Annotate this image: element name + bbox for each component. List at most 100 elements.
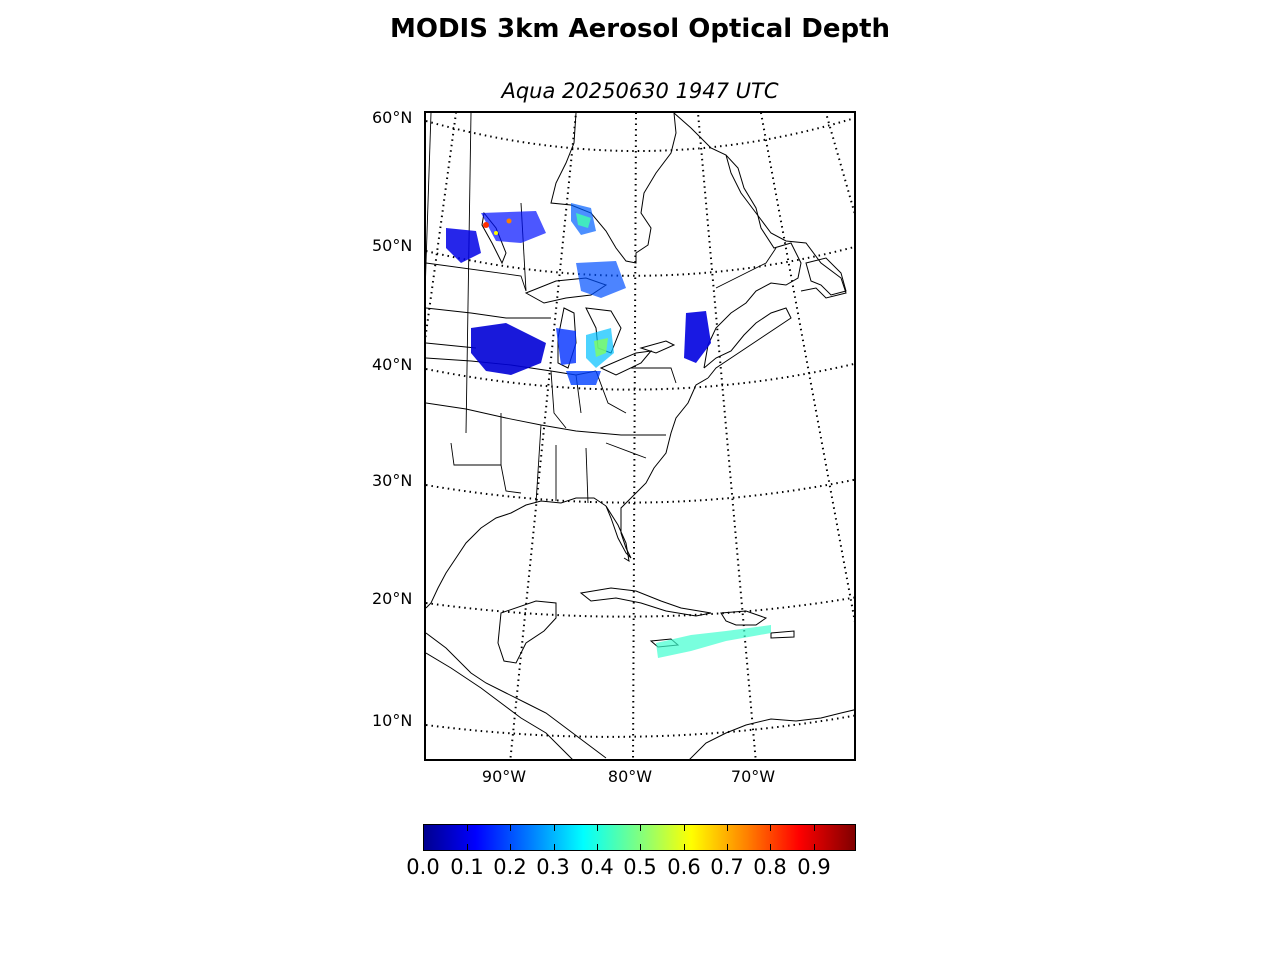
meridian-100w (426, 113, 457, 341)
parallel-10n (426, 714, 854, 738)
colorbar-label-0-4: 0.4 (580, 855, 614, 879)
colorbar-tick (684, 825, 685, 831)
colorbar-label-0-6: 0.6 (667, 855, 701, 879)
colorbar-label-0-0: 0.0 (406, 855, 440, 879)
border-5 (426, 402, 666, 436)
colorbar-tick (814, 844, 815, 850)
lat-label-20n: 20°N (372, 589, 413, 608)
lon-label-80w: 80°W (607, 767, 653, 786)
colorbar-label-0-8: 0.8 (753, 855, 787, 879)
lat-label-30n: 30°N (372, 471, 413, 490)
lat-label-50n: 50°N (372, 236, 413, 255)
aod-cluster-hudson-green (576, 213, 591, 228)
colorbar-tick (770, 825, 771, 831)
lake-ontario (639, 340, 676, 354)
aod-cluster-west-ontario (446, 228, 481, 263)
aod-cluster-lower-michigan-green (594, 338, 608, 357)
parallel-60n (426, 117, 854, 152)
puerto-rico (770, 630, 795, 639)
colorbar-label-0-7: 0.7 (710, 855, 744, 879)
central-america (426, 632, 607, 759)
border-1 (426, 113, 432, 277)
meridian-80w (632, 113, 637, 759)
quebec-coast (673, 113, 802, 369)
aod-high-pixel-1 (483, 222, 489, 228)
border-3 (426, 307, 551, 319)
colorbar-tick (467, 844, 468, 850)
graticule (426, 113, 854, 759)
parallel-20n (426, 596, 854, 618)
colorbar-tick (727, 844, 728, 850)
colorbar (423, 824, 856, 851)
border-6 (450, 442, 522, 494)
maritimes-coast (703, 307, 792, 379)
aod-high-pixel-3 (494, 231, 498, 235)
parallel-50n (426, 245, 854, 277)
lat-label-60n: 60°N (372, 108, 413, 127)
florida (605, 505, 630, 562)
south-america-coast (689, 709, 854, 759)
us-east-coast (605, 377, 709, 559)
aod-cluster-michigan (556, 328, 576, 365)
lat-label-10n: 10°N (372, 711, 413, 730)
border-2 (465, 113, 472, 434)
labrador-coast (725, 154, 847, 299)
colorbar-tick (597, 844, 598, 850)
colorbar-tick (510, 825, 511, 831)
colorbar-tick (684, 844, 685, 850)
border-11 (605, 442, 647, 459)
aod-cluster-caribbean (656, 625, 771, 658)
lat-label-40n: 40°N (372, 355, 413, 374)
lake-erie (599, 350, 653, 376)
colorbar-tick (467, 825, 468, 831)
aod-high-pixel-2 (506, 218, 512, 224)
meridian-90w (509, 113, 577, 759)
newfoundland (805, 257, 847, 296)
colorbar-label-0-9: 0.9 (797, 855, 831, 879)
yucatan (497, 600, 557, 664)
meridian-50w (825, 113, 854, 215)
colorbar-tick (770, 844, 771, 850)
map-frame (424, 111, 856, 761)
meridian-70w (697, 113, 757, 759)
border-12 (550, 370, 567, 429)
meridian-60w (760, 113, 854, 623)
aod-cluster-ohio (566, 371, 601, 385)
map-subtitle: Aqua 20250630 1947 UTC (501, 79, 779, 103)
hudson-bay-coast (550, 113, 677, 264)
colorbar-label-0-1: 0.1 (450, 855, 484, 879)
colorbar-tick (727, 825, 728, 831)
us-canada-border (426, 262, 527, 292)
border-8 (535, 424, 542, 504)
figure-title: MODIS 3km Aerosol Optical Depth (389, 14, 891, 44)
border-15 (631, 367, 677, 384)
colorbar-label-0-2: 0.2 (493, 855, 527, 879)
lon-label-70w: 70°W (730, 767, 776, 786)
coastlines (426, 113, 854, 759)
colorbar-label-0-3: 0.3 (536, 855, 570, 879)
colorbar-label-0-5: 0.5 (623, 855, 657, 879)
colorbar-tick (510, 844, 511, 850)
border-14 (595, 370, 627, 414)
aod-data-layer (446, 203, 771, 658)
colorbar-tick (640, 825, 641, 831)
hispaniola (720, 610, 768, 626)
colorbar-tick (640, 844, 641, 850)
colorbar-tick (554, 825, 555, 831)
aod-cluster-north-ontario (481, 211, 546, 243)
parallel-30n (426, 478, 854, 504)
central-america-south (426, 652, 573, 759)
border-10 (585, 447, 589, 504)
lon-label-90w: 90°W (481, 767, 527, 786)
colorbar-tick (597, 825, 598, 831)
aod-cluster-new-york (684, 311, 711, 363)
colorbar-tick (554, 844, 555, 850)
border-18 (715, 247, 777, 289)
aod-cluster-plains (471, 323, 546, 375)
gulf-coast (426, 497, 607, 609)
cuba (579, 587, 712, 617)
border-17 (426, 342, 477, 349)
political-borders (426, 113, 777, 504)
colorbar-tick (814, 825, 815, 831)
map-canvas (426, 113, 854, 759)
